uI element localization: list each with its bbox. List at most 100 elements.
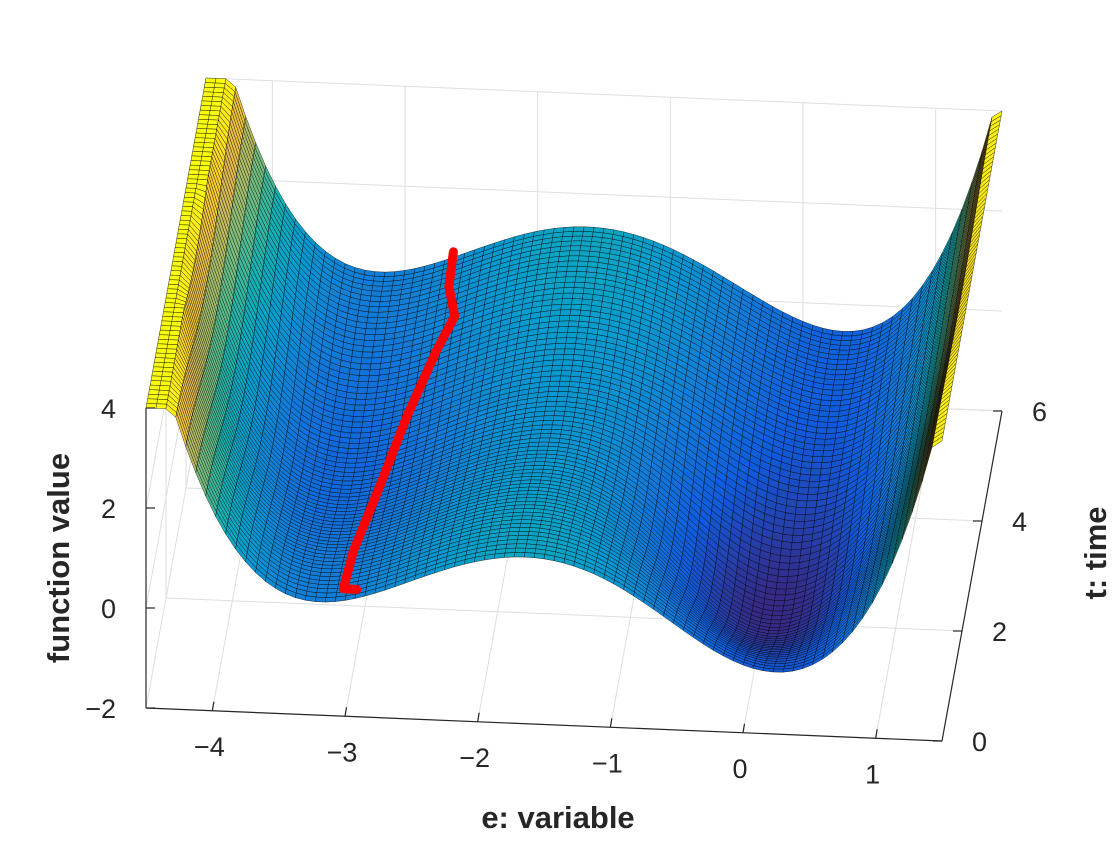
surface-face: [543, 420, 554, 425]
surface-face: [581, 241, 592, 246]
surface-face: [559, 381, 570, 386]
surface-face: [523, 512, 534, 516]
surface-face: [214, 83, 225, 88]
surface-face: [353, 416, 364, 422]
surface-face: [169, 335, 180, 340]
surface-face: [836, 365, 847, 370]
surface-face: [345, 463, 356, 468]
surface-face: [540, 434, 551, 438]
surface-face: [365, 399, 376, 406]
surface-face: [367, 318, 378, 324]
surface-face: [780, 556, 791, 564]
surface-face: [548, 327, 559, 333]
surface-face: [373, 340, 384, 346]
surface-face: [532, 473, 543, 477]
surface-face: [195, 133, 206, 138]
surface-face: [324, 554, 335, 558]
surface-face: [547, 397, 558, 402]
surface-face: [174, 248, 185, 253]
surface-face: [368, 312, 379, 318]
surface-face: [791, 542, 802, 549]
surface-face: [552, 365, 563, 371]
surface-face: [817, 422, 828, 428]
surface-face: [533, 466, 544, 470]
surface-face: [199, 166, 210, 171]
surface-face: [380, 296, 391, 302]
surface-face: [369, 307, 380, 313]
surface-face: [553, 293, 564, 299]
surface-face: [541, 429, 552, 433]
surface-face: [349, 443, 360, 448]
surface-face: [553, 288, 564, 294]
surface-mesh: [146, 78, 1002, 672]
surface-face: [789, 563, 800, 571]
surface-face: [568, 321, 579, 327]
surface-face: [537, 450, 548, 454]
surface-face: [796, 500, 807, 508]
surface-face: [769, 627, 780, 630]
surface-face: [560, 246, 571, 252]
surface-face: [549, 316, 560, 322]
surface-face: [575, 277, 586, 283]
surface-face: [166, 293, 177, 298]
surface-face: [384, 272, 395, 277]
surface-face: [776, 589, 787, 595]
surface-face: [781, 541, 792, 549]
surface-face: [214, 88, 225, 93]
surface-face: [344, 468, 355, 473]
surface-face: [813, 451, 824, 457]
surface-face: [339, 497, 350, 501]
surface-face: [528, 487, 539, 491]
surface-face: [580, 246, 591, 251]
surface-face: [175, 243, 186, 248]
surface-face: [571, 304, 582, 310]
surface-face: [525, 501, 536, 505]
surface-face: [377, 317, 388, 323]
surface-face: [369, 301, 380, 307]
surface-face: [185, 188, 196, 193]
surface-face: [164, 307, 175, 312]
surface-face: [171, 321, 182, 326]
surface-face: [816, 427, 827, 433]
surface-face: [580, 310, 591, 316]
surface-face: [382, 286, 393, 291]
surface-face: [562, 360, 573, 366]
surface-face: [808, 488, 819, 495]
surface-face: [582, 236, 593, 241]
surface-face: [347, 454, 358, 459]
surface-face: [378, 312, 389, 318]
surface-face: [213, 92, 224, 97]
surface-face: [839, 350, 850, 355]
surface-face: [583, 227, 594, 232]
surface-face: [561, 241, 572, 246]
surface-face: [566, 338, 577, 344]
surface-face: [538, 442, 549, 446]
surface-face: [778, 570, 789, 577]
surface-face: [563, 231, 574, 236]
surface-face: [199, 115, 210, 120]
surface-face: [179, 220, 190, 225]
surface-face: [577, 261, 588, 267]
surface-face: [163, 312, 174, 317]
surface-face: [198, 119, 209, 124]
surface-face: [192, 151, 203, 156]
surface-face: [807, 494, 818, 501]
surface-face: [574, 349, 585, 355]
surface-face: [571, 241, 582, 246]
surface-face: [189, 165, 200, 170]
surface-face: [774, 601, 785, 607]
surface-face: [840, 341, 851, 346]
surface-face: [204, 83, 215, 88]
surface-face: [799, 480, 810, 488]
surface-face: [174, 308, 185, 313]
surface-face: [555, 406, 566, 411]
surface-face: [177, 234, 188, 239]
surface-face: [558, 386, 569, 391]
surface-face: [545, 406, 556, 411]
surface-face: [358, 382, 369, 388]
surface-face: [202, 96, 213, 101]
surface-face: [771, 620, 782, 624]
surface-face: [161, 321, 172, 326]
surface-face: [562, 236, 573, 241]
